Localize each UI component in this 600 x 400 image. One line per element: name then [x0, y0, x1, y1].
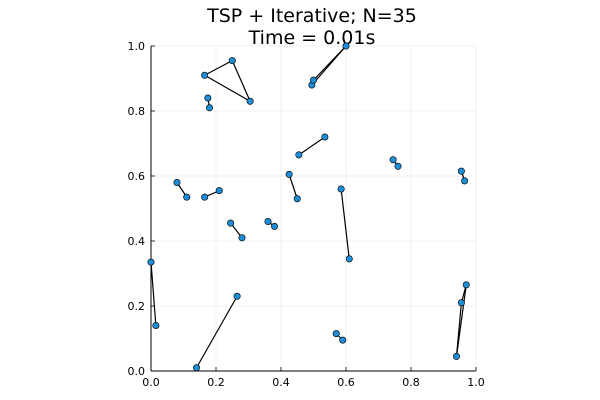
city-point: [337, 185, 345, 193]
y-tick-labels: 0.0 0.2 0.4 0.6 0.8 1.0: [128, 40, 146, 378]
city-point: [147, 258, 155, 266]
city-point: [309, 76, 317, 84]
city-point: [246, 97, 254, 105]
city-point: [238, 234, 246, 242]
city-point: [173, 179, 181, 187]
city-point: [457, 167, 465, 175]
tour-segment: [231, 60, 251, 102]
y-tick-label: 0.6: [128, 170, 146, 183]
city-point: [339, 336, 347, 344]
grid: [150, 45, 477, 372]
x-tick-label: 1.0: [467, 376, 485, 389]
city-point: [227, 219, 235, 227]
city-point: [201, 71, 209, 79]
x-tick-label: 0.4: [272, 376, 290, 389]
tour-segment: [204, 60, 233, 76]
city-point: [270, 222, 278, 230]
city-point: [193, 364, 201, 372]
city-point: [201, 193, 209, 201]
x-tick-labels: 0.0 0.2 0.4 0.6 0.8 1.0: [142, 376, 485, 389]
city-point: [215, 187, 223, 195]
city-point: [345, 255, 353, 263]
city-point: [264, 218, 272, 226]
city-point: [461, 177, 469, 185]
city-point: [204, 94, 212, 102]
y-tick-label: 1.0: [128, 40, 146, 53]
city-point: [389, 156, 397, 164]
x-tick-label: 0.0: [142, 376, 160, 389]
city-point: [293, 195, 301, 203]
x-tick-label: 0.6: [337, 376, 355, 389]
y-tick-label: 0.2: [128, 300, 146, 313]
city-point: [152, 321, 160, 329]
city-point: [462, 281, 470, 289]
city-point: [457, 299, 465, 307]
city-point: [342, 42, 350, 50]
axes: [150, 45, 477, 372]
city-point: [332, 330, 340, 338]
tour-segment: [298, 136, 326, 156]
city-point: [295, 151, 303, 159]
city-point: [285, 170, 293, 178]
chart-title: TSP + Iterative; N=35 Time = 0.01s: [206, 5, 417, 49]
city-point: [321, 133, 329, 141]
chart-title-line-2: Time = 0.01s: [248, 27, 376, 49]
city-point: [452, 352, 460, 360]
tour-segment: [195, 295, 238, 369]
x-tick-label: 0.8: [402, 376, 420, 389]
chart-title-line-1: TSP + Iterative; N=35: [206, 5, 417, 27]
city-points: [147, 42, 470, 372]
tour-segment: [455, 284, 467, 357]
city-point: [233, 292, 241, 300]
city-point: [394, 162, 402, 170]
tour-segments: [150, 45, 467, 369]
tour-segment: [311, 45, 347, 86]
y-tick-label: 0.0: [128, 365, 146, 378]
tour-segment: [150, 262, 157, 326]
tour-segment: [340, 188, 350, 259]
city-point: [183, 193, 191, 201]
y-tick-label: 0.8: [128, 105, 146, 118]
x-tick-label: 0.2: [207, 376, 225, 389]
city-point: [228, 57, 236, 65]
y-tick-label: 0.4: [128, 235, 146, 248]
tour-segment: [204, 74, 251, 102]
tour-segment: [288, 174, 298, 199]
city-point: [206, 104, 214, 112]
